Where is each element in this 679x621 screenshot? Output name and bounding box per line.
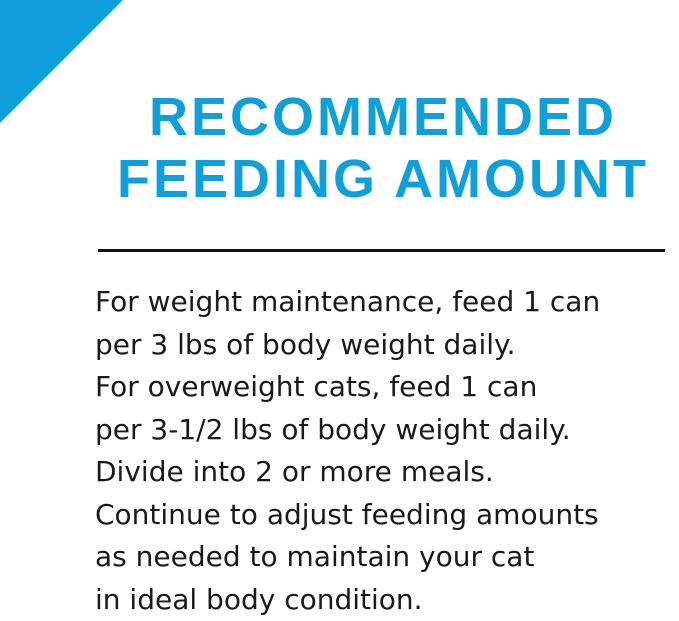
title-line-2: FEEDING AMOUNT: [98, 148, 668, 210]
instruction-line: For weight maintenance, feed 1 can: [95, 281, 600, 324]
instruction-line: in ideal body condition.: [95, 579, 600, 621]
divider: [98, 249, 665, 252]
feeding-instructions: For weight maintenance, feed 1 can per 3…: [95, 281, 600, 621]
instruction-line: Divide into 2 or more meals.: [95, 451, 600, 494]
instruction-line: as needed to maintain your cat: [95, 536, 600, 579]
title-line-1: RECOMMENDED: [98, 86, 668, 148]
instruction-line: For overweight cats, feed 1 can: [95, 366, 600, 409]
instruction-line: per 3-1/2 lbs of body weight daily.: [95, 409, 600, 452]
instruction-line: Continue to adjust feeding amounts: [95, 494, 600, 537]
page-title: RECOMMENDED FEEDING AMOUNT: [98, 86, 668, 210]
instruction-line: per 3 lbs of body weight daily.: [95, 324, 600, 367]
